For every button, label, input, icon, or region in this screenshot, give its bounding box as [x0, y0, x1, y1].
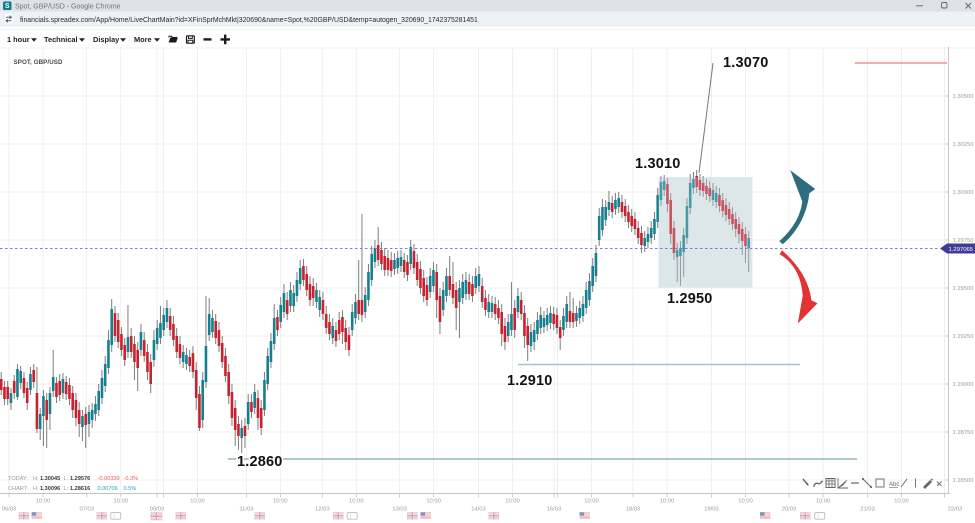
svg-text:13/03: 13/03 — [392, 507, 407, 513]
svg-text:1.30096: 1.30096 — [40, 486, 60, 492]
svg-text:1.297065: 1.297065 — [949, 247, 974, 253]
svg-text:18/03: 18/03 — [626, 507, 641, 513]
svg-text:14/03: 14/03 — [471, 507, 486, 513]
svg-text:1.30000: 1.30000 — [953, 190, 974, 196]
svg-text:1.29576: 1.29576 — [70, 476, 90, 482]
svg-text:H:: H: — [33, 486, 39, 492]
svg-text:1.28500: 1.28500 — [953, 478, 974, 484]
svg-text:10:00: 10:00 — [738, 499, 753, 505]
svg-text:H:: H: — [33, 476, 39, 482]
svg-text:10:00: 10:00 — [584, 499, 599, 505]
svg-text:More: More — [134, 35, 152, 44]
svg-text:TODAY:: TODAY: — [8, 476, 28, 482]
svg-text:20/03: 20/03 — [782, 507, 797, 513]
svg-text:1.30500: 1.30500 — [953, 94, 974, 100]
svg-text:1.28616: 1.28616 — [70, 486, 90, 492]
svg-text:L:: L: — [64, 476, 69, 482]
svg-text:1.30045: 1.30045 — [40, 476, 60, 482]
svg-text:SPOT, GBP/USD: SPOT, GBP/USD — [14, 59, 64, 66]
svg-text:1.30250: 1.30250 — [953, 142, 974, 148]
svg-text:1.2910: 1.2910 — [507, 373, 553, 389]
svg-text:Display: Display — [93, 35, 120, 44]
svg-text:L:: L: — [64, 486, 69, 492]
svg-text:-0.00339: -0.00339 — [98, 476, 120, 482]
svg-text:06/03: 06/03 — [2, 507, 17, 513]
svg-text:1.28750: 1.28750 — [953, 430, 974, 436]
svg-text:10:00: 10:00 — [660, 499, 675, 505]
svg-text:07/03: 07/03 — [79, 507, 94, 513]
svg-text:1.2860: 1.2860 — [237, 454, 283, 470]
svg-text:1.3070: 1.3070 — [723, 55, 769, 71]
svg-text:0.00706: 0.00706 — [98, 486, 118, 492]
svg-text:12/03: 12/03 — [315, 507, 330, 513]
svg-text:-0.3%: -0.3% — [124, 476, 139, 482]
svg-text:Spot, GBP/USD - Google Chrome: Spot, GBP/USD - Google Chrome — [15, 3, 121, 10]
svg-text:21/03: 21/03 — [860, 507, 875, 513]
svg-text:10:00: 10:00 — [426, 499, 441, 505]
svg-text:22/03: 22/03 — [948, 507, 963, 513]
svg-text:CHART:: CHART: — [8, 486, 29, 492]
svg-text:10:00: 10:00 — [349, 499, 364, 505]
svg-text:0.5%: 0.5% — [124, 486, 137, 492]
svg-text:10:00: 10:00 — [273, 499, 288, 505]
svg-text:S: S — [5, 3, 10, 10]
svg-text:1.2950: 1.2950 — [667, 291, 713, 307]
svg-text:19/03: 19/03 — [704, 507, 719, 513]
svg-text:10:00: 10:00 — [894, 499, 909, 505]
svg-text:11/03: 11/03 — [239, 507, 253, 513]
svg-text:1.29500: 1.29500 — [953, 286, 974, 292]
svg-text:1.29750: 1.29750 — [953, 238, 974, 244]
svg-text:Abc: Abc — [889, 482, 899, 488]
svg-text:10:00: 10:00 — [505, 499, 520, 505]
svg-text:10:00: 10:00 — [113, 499, 128, 505]
svg-text:1.29250: 1.29250 — [953, 334, 974, 340]
svg-text:10:00: 10:00 — [816, 499, 831, 505]
svg-text:1.29000: 1.29000 — [953, 382, 974, 388]
svg-text:Technical: Technical — [44, 35, 78, 44]
svg-text:10:00: 10:00 — [36, 499, 51, 505]
svg-text:1 hour: 1 hour — [7, 35, 30, 44]
svg-text:10:00: 10:00 — [190, 499, 205, 505]
svg-text:financials.spreadex.com/App/Ho: financials.spreadex.com/App/Home/LiveCha… — [20, 17, 478, 24]
svg-text:1.3010: 1.3010 — [635, 156, 681, 172]
svg-text:09/03: 09/03 — [150, 507, 165, 513]
svg-text:16/03: 16/03 — [547, 507, 562, 513]
